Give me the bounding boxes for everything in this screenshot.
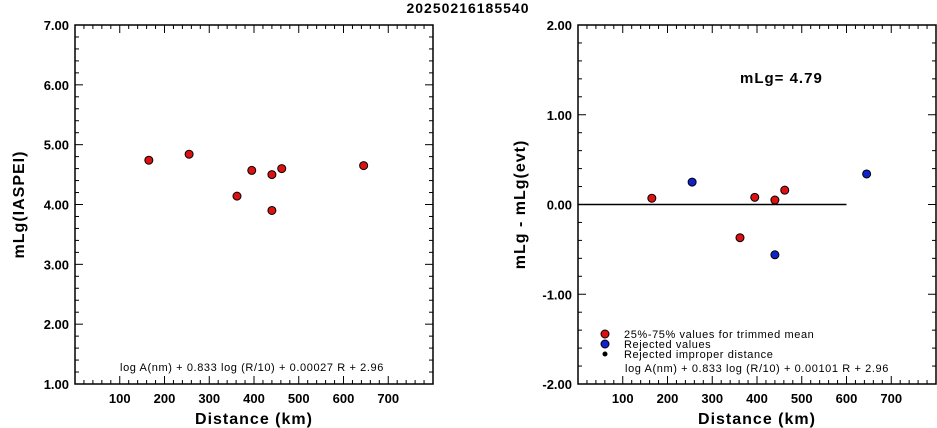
y-tick-label: -2.00 bbox=[542, 377, 572, 392]
data-point bbox=[750, 192, 760, 202]
x-tick-label: 200 bbox=[657, 391, 679, 406]
data-point bbox=[647, 193, 657, 203]
data-point bbox=[862, 169, 872, 179]
y-tick-label: 6.00 bbox=[44, 78, 69, 93]
data-point bbox=[232, 191, 242, 201]
chart-title: 20250216185540 bbox=[406, 0, 529, 16]
x-tick-label: 600 bbox=[836, 391, 858, 406]
x-tick-label: 500 bbox=[791, 391, 813, 406]
y-tick-label: 2.00 bbox=[44, 317, 69, 332]
y-tick-label: 3.00 bbox=[44, 257, 69, 272]
data-point bbox=[687, 177, 697, 187]
x-tick-label: 100 bbox=[612, 391, 634, 406]
data-point bbox=[770, 250, 780, 260]
data-point bbox=[780, 185, 790, 195]
legend-marker bbox=[600, 329, 610, 339]
y-axis-label: mLg - mLg(evt) bbox=[512, 140, 529, 270]
y-tick-label: 2.00 bbox=[547, 18, 572, 33]
y-tick-label: 1.00 bbox=[44, 377, 69, 392]
y-tick-label: 7.00 bbox=[44, 18, 69, 33]
magnitude-annotation: mLg= 4.79 bbox=[740, 70, 823, 87]
x-tick-label: 100 bbox=[109, 391, 131, 406]
formula-text: log A(nm) + 0.833 log (R/10) + 0.00027 R… bbox=[120, 362, 384, 374]
y-tick-label: -1.00 bbox=[542, 287, 572, 302]
x-tick-label: 700 bbox=[880, 391, 902, 406]
data-point bbox=[267, 170, 277, 180]
x-axis-label: Distance (km) bbox=[195, 411, 313, 428]
x-tick-label: 600 bbox=[333, 391, 355, 406]
legend-label: Rejected improper distance bbox=[624, 349, 774, 361]
right-panel-residual: 100 200 300 400 500 600 700 -2.00 -1.00 0.00 1.00 2… bbox=[512, 18, 937, 428]
plot-frame bbox=[74, 24, 434, 385]
data-point bbox=[267, 205, 277, 215]
data-point bbox=[184, 149, 194, 159]
formula-text: log A(nm) + 0.833 log (R/10) + 0.00101 R… bbox=[625, 363, 889, 375]
data-point bbox=[735, 233, 745, 243]
legend-marker bbox=[600, 339, 610, 349]
x-axis-label: Distance (km) bbox=[698, 411, 816, 428]
x-tick-label: 700 bbox=[377, 391, 399, 406]
data-point bbox=[144, 155, 154, 165]
legend-label: 25%-75% values for trimmed mean bbox=[624, 329, 814, 341]
legend-marker bbox=[602, 351, 608, 357]
y-axis-label: mLg(IASPEI) bbox=[11, 151, 28, 259]
x-tick-label: 400 bbox=[243, 391, 265, 406]
data-point bbox=[359, 161, 369, 171]
y-tick-label: 1.00 bbox=[547, 108, 572, 123]
x-tick-label: 300 bbox=[701, 391, 723, 406]
y-tick-label: 4.00 bbox=[44, 198, 69, 213]
x-tick-label: 200 bbox=[154, 391, 176, 406]
y-tick-label: 5.00 bbox=[44, 138, 69, 153]
left-panel-magnitude: 100 200 300 400 500 600 700 1.00 2.00 3.00 4.00 5.0… bbox=[11, 18, 434, 428]
data-point bbox=[247, 165, 257, 175]
y-tick-label: 0.00 bbox=[547, 198, 572, 213]
data-point bbox=[277, 164, 287, 174]
data-point bbox=[770, 195, 780, 205]
legend-label: Rejected values bbox=[624, 339, 711, 351]
x-tick-label: 500 bbox=[288, 391, 310, 406]
x-tick-label: 400 bbox=[746, 391, 768, 406]
x-tick-label: 300 bbox=[198, 391, 220, 406]
